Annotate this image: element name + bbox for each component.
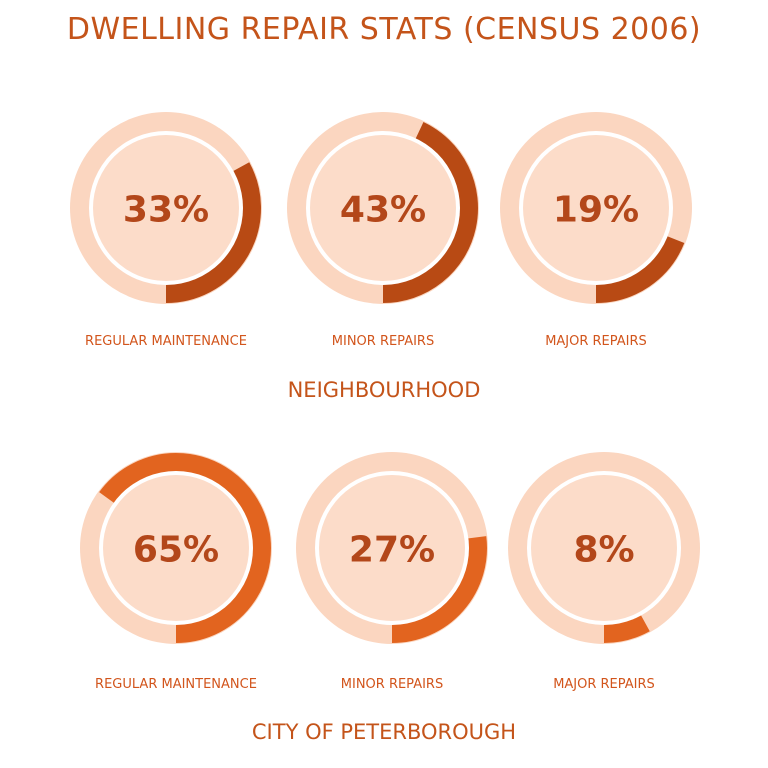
donut-center: [523, 135, 669, 281]
category-label: MINOR REPAIRS: [341, 677, 443, 692]
category-label: MAJOR REPAIRS: [545, 334, 647, 349]
donut-city-2: 27% MINOR REPAIRS: [296, 452, 488, 692]
donut-city-1: 65% REGULAR MAINTENANCE: [80, 452, 272, 692]
donut-value-arc: [165, 162, 261, 303]
donut-neighbourhood-2: 43% MINOR REPAIRS: [287, 112, 479, 349]
donut-value-label: 8%: [573, 530, 634, 571]
donut-value-arc: [99, 453, 271, 643]
donut-value-label: 19%: [553, 190, 639, 231]
category-label: REGULAR MAINTENANCE: [85, 334, 247, 349]
donut-center: [310, 135, 456, 281]
donut-neighbourhood-1: 33% REGULAR MAINTENANCE: [70, 112, 262, 349]
donut-value-arc: [603, 613, 650, 643]
donut-value-arc: [595, 235, 685, 303]
donut-value-label: 33%: [123, 190, 209, 231]
donut-center: [531, 475, 677, 621]
donut-value-arc: [391, 536, 487, 643]
donut-value-arc: [382, 122, 478, 303]
donut-center: [319, 475, 465, 621]
city-title: CITY OF PETERBOROUGH: [251, 720, 517, 744]
donut-center: [93, 135, 239, 281]
donut-value-label: 65%: [133, 530, 219, 571]
category-label: REGULAR MAINTENANCE: [95, 677, 257, 692]
donut-center: [103, 475, 249, 621]
category-label: MAJOR REPAIRS: [553, 677, 655, 692]
donut-city-3: 8% MAJOR REPAIRS: [508, 452, 700, 692]
donut-neighbourhood-3: 19% MAJOR REPAIRS: [500, 112, 692, 349]
neighbourhood-title: NEIGHBOURHOOD: [287, 378, 481, 402]
donut-value-label: 43%: [340, 190, 426, 231]
category-label: MINOR REPAIRS: [332, 334, 434, 349]
donut-value-label: 27%: [349, 530, 435, 571]
page-title: DWELLING REPAIR STATS (CENSUS 2006): [66, 12, 702, 47]
